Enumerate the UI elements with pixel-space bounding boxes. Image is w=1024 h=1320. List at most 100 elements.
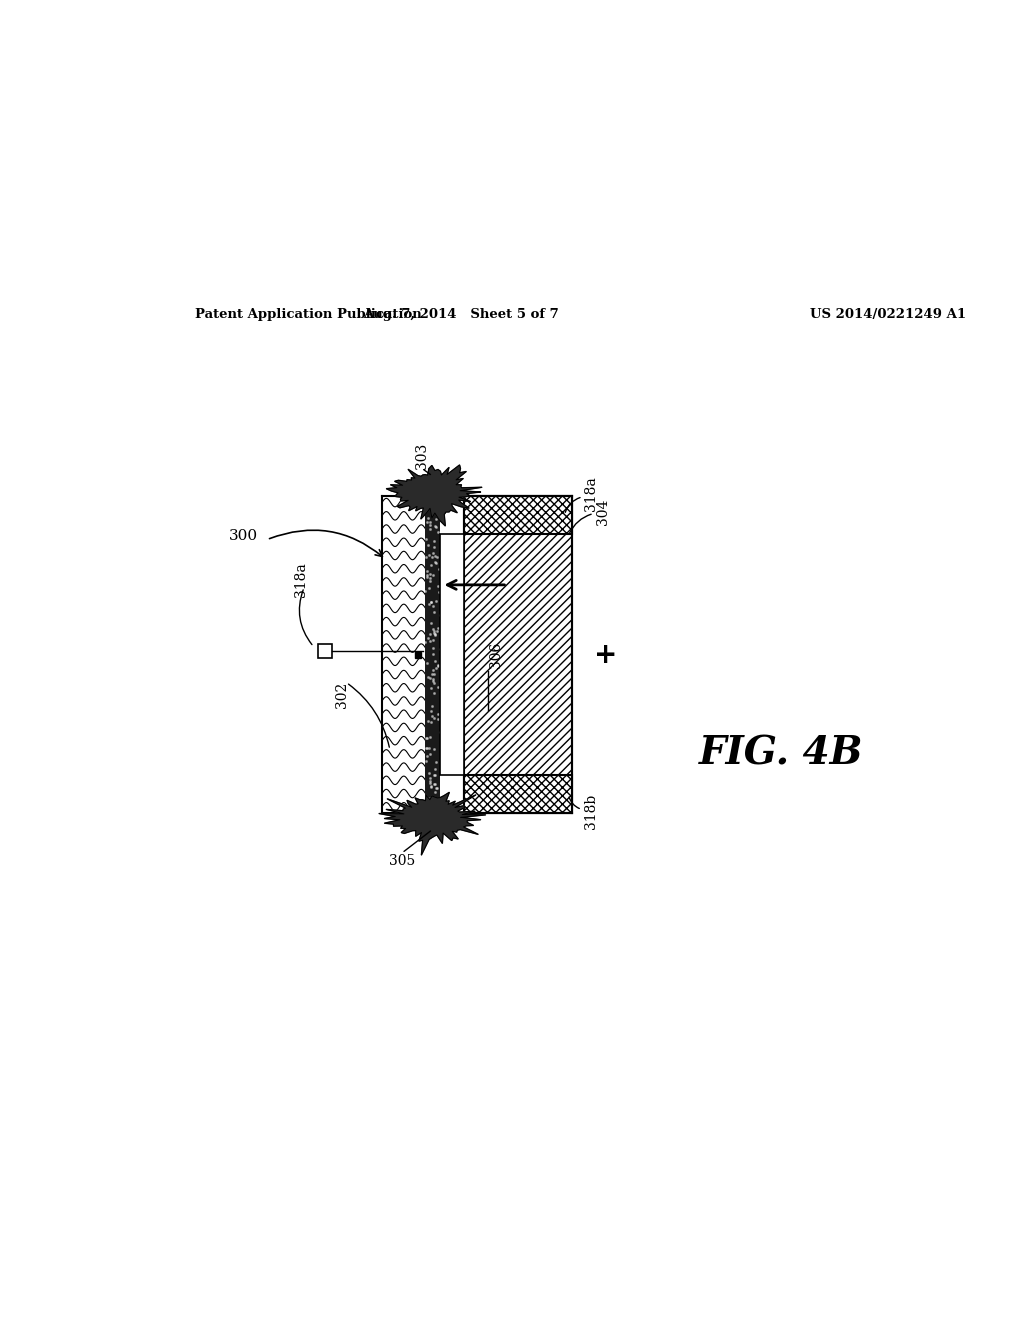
Text: 318b: 318b [584, 793, 598, 829]
Point [420, 667, 436, 688]
Text: 304: 304 [596, 499, 610, 525]
Point [426, 536, 442, 557]
Point [423, 612, 439, 634]
Point [428, 590, 444, 611]
Point [426, 620, 442, 642]
Point [425, 491, 441, 512]
Point [426, 664, 442, 685]
Point [419, 512, 435, 533]
Text: 303: 303 [415, 444, 429, 470]
Point [428, 508, 444, 529]
Point [418, 727, 434, 748]
Text: Aug. 7, 2014   Sheet 5 of 7: Aug. 7, 2014 Sheet 5 of 7 [364, 308, 559, 321]
Point [425, 543, 441, 564]
Point [422, 631, 438, 652]
Point [426, 601, 442, 622]
Point [421, 593, 437, 614]
Bar [464, 496, 572, 535]
Polygon shape [386, 465, 482, 525]
Point [423, 787, 439, 808]
Point [428, 800, 444, 821]
Point [422, 743, 438, 764]
Point [423, 677, 439, 698]
Point [425, 789, 441, 810]
Point [424, 696, 440, 717]
Point [418, 528, 434, 549]
Point [427, 624, 443, 645]
Point [424, 565, 440, 586]
Point [430, 558, 446, 579]
Text: 318a: 318a [294, 562, 308, 597]
Point [423, 777, 439, 799]
Point [429, 777, 445, 799]
Point [421, 762, 437, 783]
Point [425, 660, 441, 681]
Point [423, 591, 439, 612]
Point [420, 788, 436, 809]
Point [430, 576, 446, 597]
Text: Patent Application Publication: Patent Application Publication [196, 308, 422, 321]
Point [428, 777, 444, 799]
Point [422, 519, 438, 540]
Bar [425, 496, 440, 813]
Point [424, 668, 440, 689]
Point [424, 706, 440, 727]
Point [423, 554, 439, 576]
Point [427, 545, 443, 566]
Point [417, 793, 433, 814]
Point [422, 511, 438, 532]
Point [427, 759, 443, 780]
Point [422, 568, 438, 589]
Point [425, 595, 441, 616]
Point [423, 491, 439, 512]
Bar [464, 775, 572, 813]
Point [427, 488, 443, 510]
Point [430, 618, 446, 639]
Point [426, 622, 442, 643]
Point [427, 516, 443, 537]
Point [429, 709, 445, 730]
Point [426, 672, 442, 693]
Point [423, 487, 439, 508]
Text: 305: 305 [389, 854, 415, 869]
Point [422, 668, 438, 689]
Point [423, 701, 439, 722]
Point [420, 628, 436, 649]
Point [417, 631, 433, 652]
Point [425, 618, 441, 639]
Text: 302: 302 [335, 681, 349, 708]
Point [419, 560, 435, 581]
Point [423, 776, 439, 797]
Bar [382, 496, 426, 813]
Point [420, 710, 436, 731]
Point [426, 531, 442, 552]
Point [429, 620, 445, 642]
Point [426, 774, 442, 795]
Point [427, 764, 443, 785]
Point [430, 676, 446, 697]
Point [429, 546, 445, 568]
Point [427, 516, 443, 537]
Point [421, 578, 437, 599]
Point [431, 721, 447, 742]
Point [422, 623, 438, 644]
Point [423, 711, 439, 733]
Point [425, 708, 441, 729]
Point [429, 704, 445, 725]
Text: US 2014/0221249 A1: US 2014/0221249 A1 [811, 308, 967, 321]
Point [421, 544, 437, 565]
Point [422, 772, 438, 793]
Point [420, 507, 436, 528]
Text: 300: 300 [228, 528, 258, 543]
Point [430, 521, 446, 543]
Point [422, 726, 438, 747]
Point [418, 546, 434, 568]
Point [423, 591, 439, 612]
Polygon shape [379, 792, 485, 855]
Point [428, 553, 444, 574]
Text: +: + [594, 640, 617, 669]
Point [427, 657, 443, 678]
Point [431, 582, 447, 603]
Point [425, 764, 441, 785]
Point [429, 655, 445, 676]
